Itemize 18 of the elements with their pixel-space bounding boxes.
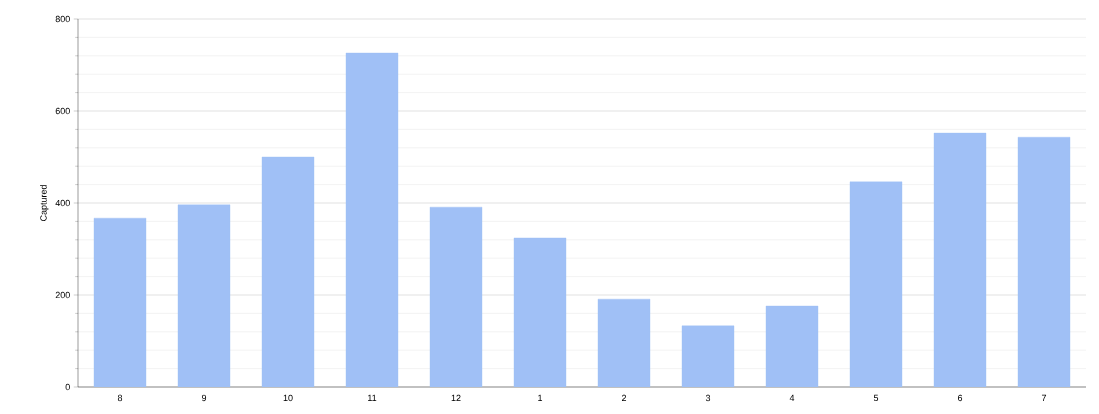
x-tick-label: 12 (451, 394, 461, 402)
y-tick-label: 0 (65, 383, 70, 391)
x-tick-label: 3 (705, 394, 711, 402)
x-tick-label: 1 (538, 394, 543, 401)
x-tick-label: 9 (201, 394, 207, 402)
y-axis-title: Captured (40, 185, 49, 221)
x-tick-label: 8 (117, 394, 123, 402)
x-tick-label: 5 (873, 394, 879, 402)
y-tick-label: 200 (55, 291, 70, 299)
x-tick-label: 7 (1041, 394, 1047, 401)
y-tick-label: 600 (55, 107, 70, 115)
y-tick-label: 400 (55, 199, 70, 207)
x-tick-label: 4 (789, 394, 795, 401)
x-tick-label: 11 (368, 394, 377, 401)
y-tick-label: 800 (55, 15, 70, 23)
x-tick-label: 10 (283, 394, 293, 402)
x-tick-label: 6 (957, 394, 963, 402)
x-tick-label: 2 (621, 394, 627, 402)
